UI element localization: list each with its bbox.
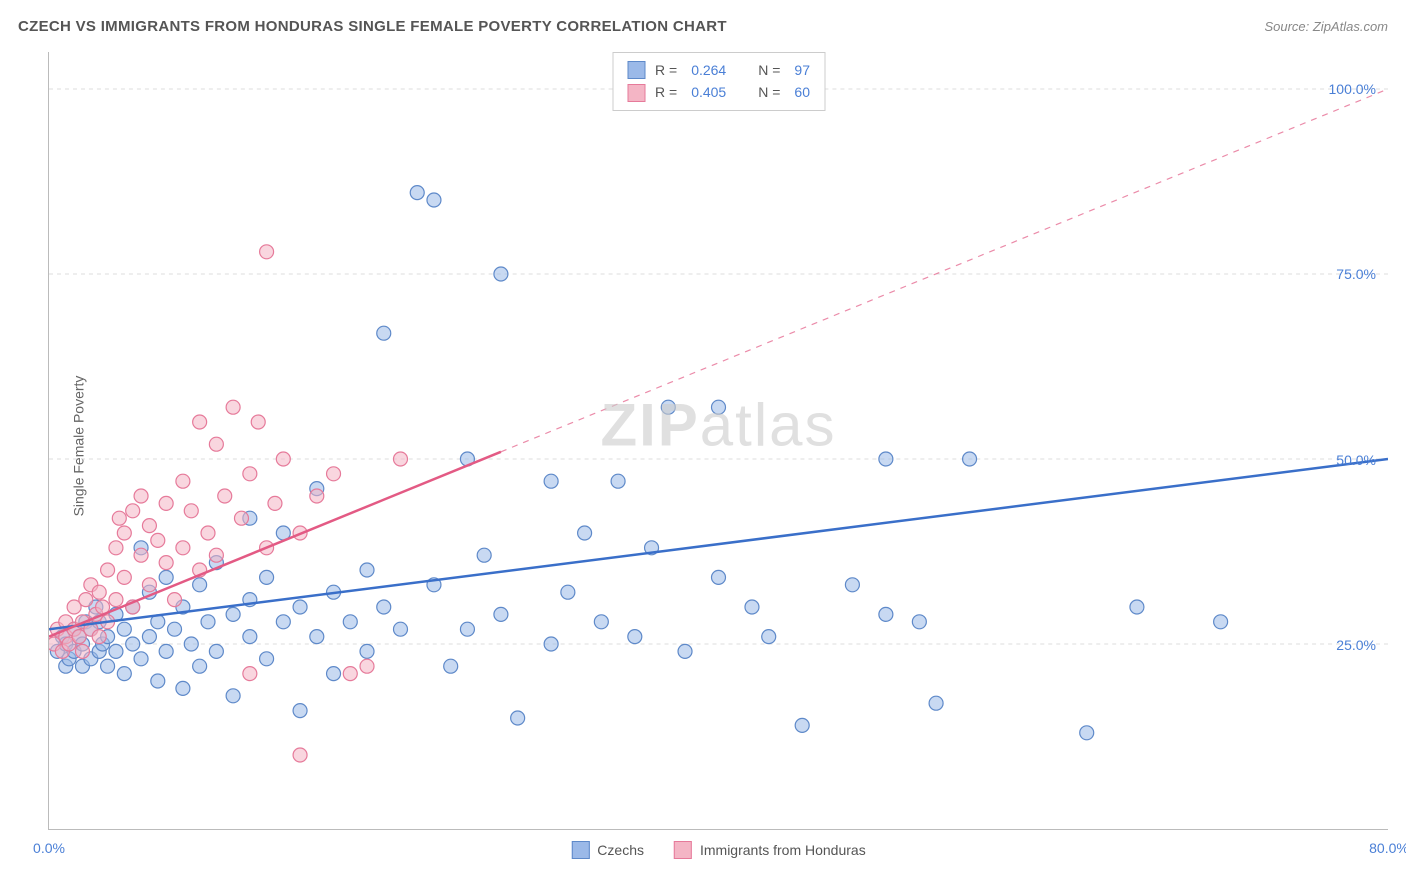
y-tick-label: 25.0% bbox=[1336, 637, 1376, 653]
x-tick-label: 80.0% bbox=[1369, 840, 1406, 856]
legend-row-czechs: R = 0.264 N = 97 bbox=[627, 59, 810, 81]
stat-label-r: R = bbox=[655, 81, 677, 103]
legend-item-czechs: Czechs bbox=[571, 841, 644, 859]
y-tick-label: 75.0% bbox=[1336, 266, 1376, 282]
stat-value-r-czechs: 0.264 bbox=[691, 59, 726, 81]
legend-row-honduras: R = 0.405 N = 60 bbox=[627, 81, 810, 103]
correlation-legend: R = 0.264 N = 97 R = 0.405 N = 60 bbox=[612, 52, 825, 111]
plot-area: ZIPatlas R = 0.264 N = 97 R = 0.405 N = … bbox=[48, 52, 1388, 830]
stat-label-n: N = bbox=[758, 81, 780, 103]
stat-label-r: R = bbox=[655, 59, 677, 81]
source-attribution: Source: ZipAtlas.com bbox=[1264, 19, 1388, 34]
legend-label-czechs: Czechs bbox=[597, 842, 644, 858]
chart-title: CZECH VS IMMIGRANTS FROM HONDURAS SINGLE… bbox=[18, 18, 727, 35]
legend-swatch-honduras bbox=[674, 841, 692, 859]
stat-label-n: N = bbox=[758, 59, 780, 81]
x-tick-label: 0.0% bbox=[33, 840, 65, 856]
legend-swatch-czechs bbox=[627, 61, 645, 79]
legend-swatch-honduras bbox=[627, 84, 645, 102]
y-tick-label: 100.0% bbox=[1329, 81, 1376, 97]
y-tick-label: 50.0% bbox=[1336, 452, 1376, 468]
stat-value-n-czechs: 97 bbox=[794, 59, 810, 81]
legend-item-honduras: Immigrants from Honduras bbox=[674, 841, 866, 859]
scatter-chart-svg bbox=[49, 52, 1388, 829]
legend-swatch-czechs bbox=[571, 841, 589, 859]
series-legend: Czechs Immigrants from Honduras bbox=[571, 833, 865, 859]
stat-value-r-honduras: 0.405 bbox=[691, 81, 726, 103]
legend-label-honduras: Immigrants from Honduras bbox=[700, 842, 866, 858]
stat-value-n-honduras: 60 bbox=[794, 81, 810, 103]
